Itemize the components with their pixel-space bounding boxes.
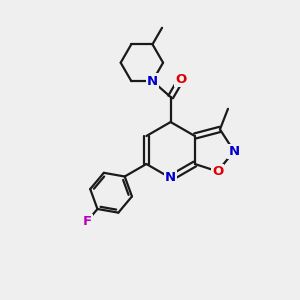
Text: N: N — [229, 145, 240, 158]
Text: N: N — [147, 74, 158, 88]
Text: N: N — [165, 172, 176, 184]
Text: O: O — [175, 73, 187, 86]
Text: O: O — [212, 165, 223, 178]
Text: F: F — [82, 215, 91, 228]
